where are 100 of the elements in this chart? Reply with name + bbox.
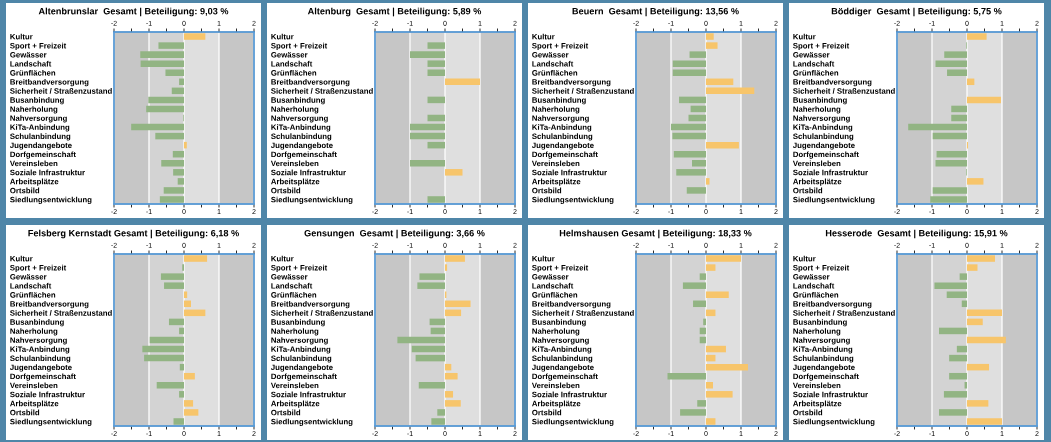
bar <box>944 51 967 58</box>
bar <box>967 255 995 262</box>
bar <box>445 400 461 407</box>
bar <box>935 60 967 67</box>
bar <box>959 273 967 280</box>
bar <box>184 255 208 262</box>
bar <box>706 42 718 49</box>
bar <box>431 418 445 425</box>
bar <box>686 187 706 194</box>
chart-title: Gensungen Gesamt | Beteiligung: 3,66 % <box>304 229 485 239</box>
bar <box>690 105 706 113</box>
bar <box>417 282 445 289</box>
bar <box>410 51 445 58</box>
bar <box>706 363 748 371</box>
bar <box>184 141 187 149</box>
bar <box>676 169 706 176</box>
bar <box>967 363 990 371</box>
bar <box>411 345 445 353</box>
chart-title: Altenbrunslar Gesamt | Beteiligung: 9,03 % <box>38 7 229 17</box>
bar <box>706 255 741 262</box>
bar <box>410 160 445 167</box>
bar <box>427 42 445 49</box>
bar <box>429 318 445 326</box>
bar <box>936 150 967 158</box>
bar <box>930 196 967 203</box>
bar <box>184 309 206 317</box>
bar <box>445 372 458 380</box>
bar <box>445 309 462 317</box>
bar <box>692 160 706 167</box>
bar <box>165 69 184 76</box>
chart-title: Hesserode Gesamt | Beteiligung: 15,91 % <box>825 229 1008 239</box>
bar <box>706 87 755 95</box>
bar <box>445 78 480 86</box>
bar <box>706 178 710 185</box>
bar <box>706 33 714 40</box>
chart-title: Helmshausen Gesamt | Beteiligung: 18,33 % <box>559 229 752 239</box>
bar <box>159 196 184 203</box>
bar <box>173 418 184 425</box>
bar <box>706 382 713 389</box>
bar <box>179 327 184 335</box>
bar <box>935 160 967 167</box>
bar <box>156 382 184 389</box>
bar <box>184 291 188 298</box>
bar <box>445 169 463 176</box>
bar <box>161 160 184 167</box>
bar <box>184 300 191 308</box>
bar <box>177 178 184 185</box>
bar <box>706 418 716 425</box>
bar <box>967 96 1001 104</box>
bar <box>946 291 967 298</box>
bar <box>410 123 445 131</box>
bar <box>706 345 726 353</box>
bar <box>967 418 1002 425</box>
bar <box>697 400 706 407</box>
bar <box>943 391 967 398</box>
bar <box>908 123 967 131</box>
bar <box>179 391 184 398</box>
bar <box>967 318 983 326</box>
bar <box>168 318 184 326</box>
bar <box>956 345 967 353</box>
bar <box>939 327 967 335</box>
bar <box>164 282 184 289</box>
bar <box>967 400 989 407</box>
bar <box>689 51 706 58</box>
chart-title: Felsberg Kernstadt Gesamt | Beteiligung: 6,18 % <box>28 229 239 239</box>
chart-title: Beuern Gesamt | Beteiligung: 13,56 % <box>572 7 739 17</box>
bar <box>445 300 471 308</box>
bar <box>967 336 1006 344</box>
bar <box>155 132 184 140</box>
bar <box>682 282 706 289</box>
chart-title: Böddiger Gesamt | Beteiligung: 5,75 % <box>831 7 1002 17</box>
bar <box>706 264 716 271</box>
bar <box>699 273 706 280</box>
bar <box>967 178 984 185</box>
bar <box>418 382 445 389</box>
bar <box>140 51 184 58</box>
bar <box>932 187 967 194</box>
bar <box>184 372 195 380</box>
bar <box>951 105 967 113</box>
bar <box>179 78 184 86</box>
bar <box>680 409 706 416</box>
bar <box>142 345 184 353</box>
bar <box>671 123 706 131</box>
bar <box>706 291 729 298</box>
bar <box>173 169 184 176</box>
bar <box>673 150 706 158</box>
bar <box>445 391 454 398</box>
bar <box>172 150 184 158</box>
bar <box>445 264 448 271</box>
bar <box>672 60 706 67</box>
bar <box>184 409 199 416</box>
bar <box>427 60 445 67</box>
bar <box>419 273 445 280</box>
bar <box>679 96 706 104</box>
bar <box>706 391 733 398</box>
bar <box>397 336 445 344</box>
bar <box>427 69 445 76</box>
bar <box>163 187 184 194</box>
bar <box>932 132 967 140</box>
bar <box>146 105 184 113</box>
